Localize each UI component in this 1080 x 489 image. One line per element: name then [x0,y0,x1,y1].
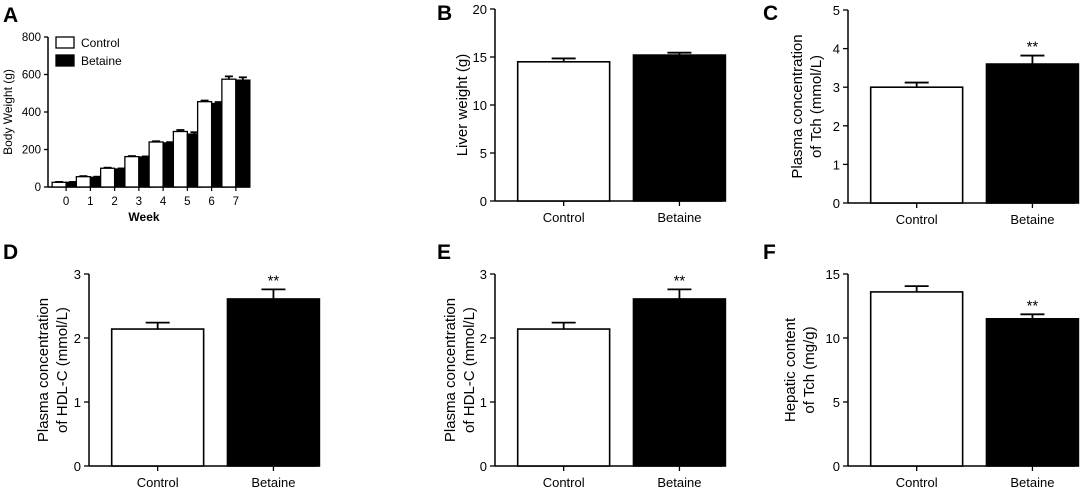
x-tick-label: 7 [233,196,239,208]
y-tick-label: 2 [74,331,81,346]
chart-panel-e: E 0 1 2 3 Plasma concentration of HDL-C (mmol/… [437,241,727,489]
chart-panel-d: D 0 1 2 3 Plasma concentration of HDL-C (mmol/… [3,241,321,489]
x-tick-label: Control [543,210,585,225]
bar [869,291,964,467]
bar [869,86,964,204]
panel-letter: F [763,241,776,264]
y-tick-label: 3 [74,267,81,282]
x-tick-label: 0 [63,196,69,208]
chart-panel-b: B 0 5 10 15 20 Liver weight (g) Control Betaine [437,2,727,225]
y-tick-label: 3 [833,80,840,95]
bar [196,101,213,188]
legend-entry: Control [81,36,120,50]
y-axis-label: Body Weight (g) [1,69,15,155]
bar [632,54,727,202]
bar [632,298,727,467]
significance-marker: ** [1027,297,1039,314]
y-tick-label: 5 [833,395,840,410]
x-tick-label: Betaine [657,475,701,489]
x-tick-label: Betaine [1010,212,1054,227]
bar [99,167,116,188]
y-tick-label: 1 [833,157,840,172]
bar [516,60,611,202]
panel-letter: E [437,241,451,264]
y-tick-label: 0 [480,459,487,474]
legend-swatch [55,36,75,49]
y-tick-label: 10 [826,331,840,346]
x-tick-label: 1 [87,196,93,208]
y-tick-label: 0 [833,196,840,211]
chart-panel-a: A 0 200 400 600 800 Body Weight (g) 0 1 2 3 4 5 6 7 Wee… [1,4,251,224]
bar [172,130,189,188]
y-tick-label: 0 [35,182,41,194]
y-axis-label: of Tch (mg/g) [801,326,818,413]
y-axis-label: Hepatic content [782,317,799,422]
x-tick-label: 2 [111,196,117,208]
significance-marker: ** [268,272,280,289]
y-tick-label: 0 [833,459,840,474]
panel-letter: A [3,4,18,27]
y-tick-label: 800 [22,32,41,44]
legend-entry: Betaine [81,54,122,68]
bar [985,63,1080,204]
y-tick-label: 3 [480,267,487,282]
bar [235,79,251,188]
x-axis-label: Week [128,210,159,224]
y-tick-label: 2 [833,119,840,134]
bar [110,328,205,467]
y-axis-label: Plasma concentration [789,34,806,178]
significance-marker: ** [1027,39,1039,56]
y-axis-label: of HDL-C (mmol/L) [54,307,71,433]
y-tick-label: 10 [473,98,487,113]
legend-swatch [55,54,75,67]
bar [75,176,92,188]
bar [124,155,140,188]
panel-letter: C [763,2,778,25]
y-tick-label: 5 [833,3,840,18]
y-tick-label: 400 [22,107,41,119]
bar [516,328,611,467]
y-tick-label: 200 [22,145,41,157]
y-tick-label: 0 [480,194,487,209]
y-tick-label: 1 [74,395,81,410]
bar [226,298,321,467]
y-axis-label: of HDL-C (mmol/L) [461,307,478,433]
y-axis-label: Plasma concentration [442,298,459,442]
significance-marker: ** [674,272,686,289]
y-axis-label: Liver weight (g) [454,54,471,157]
y-tick-label: 4 [833,42,840,57]
x-tick-label: Control [896,212,938,227]
y-axis-label: Plasma concentration [35,298,52,442]
x-tick-label: 5 [184,196,190,208]
y-tick-label: 600 [22,70,41,82]
chart-panel-f: F 0 5 10 15 Hepatic content of Tch (mg/g) Contr… [763,241,1080,489]
x-tick-label: Control [543,475,585,489]
panel-letter: D [3,241,18,264]
bar [985,317,1080,467]
y-tick-label: 1 [480,395,487,410]
bar [221,78,237,188]
x-tick-label: 6 [208,196,214,208]
panel-letter: B [437,2,452,25]
x-tick-label: Control [896,475,938,489]
x-tick-label: Betaine [1010,475,1054,489]
x-tick-label: Betaine [657,210,701,225]
y-tick-label: 0 [74,459,81,474]
x-tick-label: Control [137,475,179,489]
y-tick-label: 5 [480,146,487,161]
x-tick-label: Betaine [251,475,295,489]
y-tick-label: 2 [480,331,487,346]
y-tick-label: 15 [473,50,487,65]
chart-panel-c: C 0 1 2 3 4 5 Plasma concentration of Tch (mmol/… [763,2,1080,227]
bar [51,181,67,188]
y-tick-label: 15 [826,267,840,282]
bar [148,141,164,188]
x-tick-label: 4 [160,196,167,208]
y-tick-label: 20 [473,2,487,17]
y-axis-label: of Tch (mmol/L) [808,55,825,158]
x-tick-label: 3 [136,196,142,208]
